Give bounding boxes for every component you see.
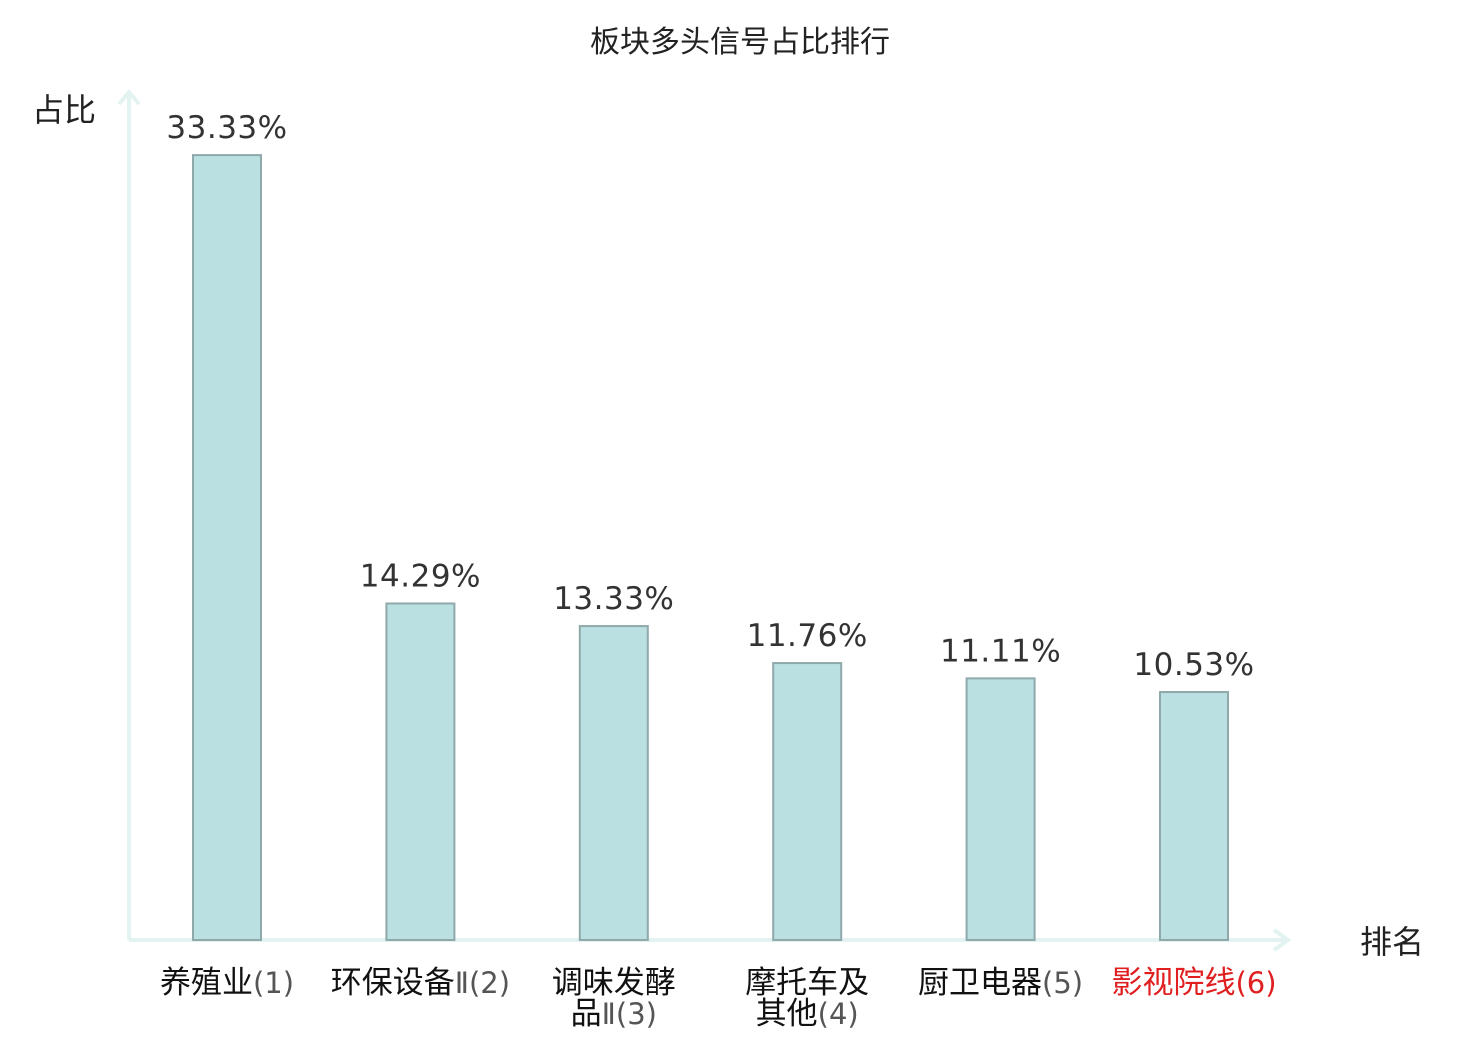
x-tick-label-rank: Ⅱ(2) bbox=[455, 966, 510, 1000]
x-tick-label-name: 调味发酵 bbox=[552, 965, 676, 1001]
x-tick-label-rank: (5) bbox=[1042, 966, 1083, 1000]
x-tick-label-rank: Ⅱ(3) bbox=[602, 997, 657, 1031]
bar bbox=[965, 677, 1036, 941]
x-tick-label: 摩托车及其他(4) bbox=[745, 965, 869, 1032]
bar bbox=[578, 625, 649, 941]
x-tick-label-rank: (1) bbox=[253, 966, 294, 1000]
bar bbox=[1159, 691, 1229, 942]
bar bbox=[192, 154, 262, 941]
bar-value-label: 10.53% bbox=[1133, 647, 1254, 683]
y-axis-arrow-icon bbox=[117, 88, 141, 106]
bar bbox=[385, 602, 456, 942]
chart-title: 板块多头信号占比排行 bbox=[590, 25, 890, 60]
x-tick-label-name: 影视院线 bbox=[1111, 965, 1235, 1001]
bar bbox=[772, 662, 843, 942]
bar-value-label: 13.33% bbox=[553, 581, 674, 617]
x-tick-label-name: 厨卫电器 bbox=[918, 965, 1042, 1001]
y-axis-label: 占比 bbox=[32, 91, 96, 129]
x-tick-label: 影视院线(6) bbox=[1111, 965, 1276, 1001]
x-tick-label: 厨卫电器(5) bbox=[918, 965, 1083, 1001]
x-tick-label-name: 摩托车及 bbox=[745, 965, 869, 1001]
axes bbox=[117, 88, 1292, 952]
x-tick-label-name: 其他 bbox=[756, 996, 818, 1032]
bar-value-label: 11.11% bbox=[940, 633, 1061, 669]
value-labels: 33.33% 14.29% 13.33% 11.76% 11.11% 10.53% bbox=[166, 110, 1254, 683]
x-tick-label: 环保设备Ⅱ(2) bbox=[331, 965, 510, 1001]
x-tick-label: 调味发酵品Ⅱ(3) bbox=[552, 965, 676, 1032]
x-axis-arrow-icon bbox=[1272, 928, 1292, 952]
x-tick-labels: 养殖业(1) 环保设备Ⅱ(2) 调味发酵品Ⅱ(3) 摩托车及其他(4) 厨卫电器(5) 影… bbox=[160, 965, 1277, 1032]
x-tick-label: 养殖业(1) bbox=[160, 965, 294, 1001]
bar-value-label: 11.76% bbox=[747, 618, 868, 654]
x-tick-label-name: 养殖业 bbox=[160, 965, 253, 1001]
x-tick-label-name: 品 bbox=[571, 996, 602, 1032]
bar-value-label: 33.33% bbox=[166, 110, 287, 146]
x-tick-label-rank: (6) bbox=[1235, 966, 1276, 1000]
x-axis-label: 排名 bbox=[1360, 923, 1424, 961]
x-tick-label-rank: (4) bbox=[818, 997, 859, 1031]
bar-value-label: 14.29% bbox=[360, 558, 481, 594]
bars bbox=[192, 154, 1229, 942]
x-tick-label-name: 环保设备 bbox=[331, 965, 455, 1001]
